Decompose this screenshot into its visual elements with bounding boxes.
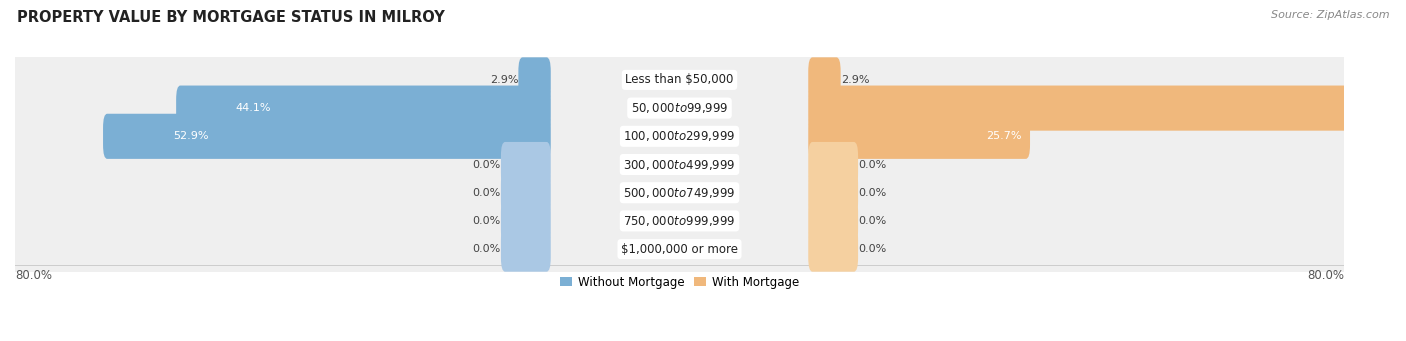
Text: $100,000 to $299,999: $100,000 to $299,999 [623,129,735,143]
Legend: Without Mortgage, With Mortgage: Without Mortgage, With Mortgage [555,271,804,293]
FancyBboxPatch shape [3,198,1355,244]
Text: 25.7%: 25.7% [986,131,1022,141]
FancyBboxPatch shape [501,170,551,215]
Text: $50,000 to $99,999: $50,000 to $99,999 [631,101,728,115]
Text: Less than $50,000: Less than $50,000 [626,73,734,86]
Text: PROPERTY VALUE BY MORTGAGE STATUS IN MILROY: PROPERTY VALUE BY MORTGAGE STATUS IN MIL… [17,10,444,25]
Text: 0.0%: 0.0% [472,216,501,226]
FancyBboxPatch shape [103,114,551,159]
FancyBboxPatch shape [808,86,1406,131]
Text: 52.9%: 52.9% [173,131,208,141]
Text: $1,000,000 or more: $1,000,000 or more [621,243,738,256]
FancyBboxPatch shape [808,226,858,272]
Text: 0.0%: 0.0% [858,160,886,169]
Text: $750,000 to $999,999: $750,000 to $999,999 [623,214,735,228]
Text: 2.9%: 2.9% [841,75,869,85]
FancyBboxPatch shape [176,86,551,131]
Text: Source: ZipAtlas.com: Source: ZipAtlas.com [1271,10,1389,20]
Text: 0.0%: 0.0% [472,244,501,254]
FancyBboxPatch shape [3,226,1355,272]
FancyBboxPatch shape [808,198,858,243]
FancyBboxPatch shape [808,170,858,215]
FancyBboxPatch shape [808,142,858,187]
Text: 44.1%: 44.1% [235,103,271,113]
Text: 0.0%: 0.0% [858,188,886,198]
Text: $500,000 to $749,999: $500,000 to $749,999 [623,186,735,200]
FancyBboxPatch shape [3,170,1355,216]
Text: 71.4%: 71.4% [1365,103,1402,113]
FancyBboxPatch shape [808,57,841,102]
FancyBboxPatch shape [3,57,1355,103]
FancyBboxPatch shape [501,142,551,187]
FancyBboxPatch shape [3,114,1355,159]
FancyBboxPatch shape [808,114,1031,159]
Text: 0.0%: 0.0% [858,244,886,254]
Text: 2.9%: 2.9% [489,75,519,85]
Text: 0.0%: 0.0% [472,188,501,198]
Text: 0.0%: 0.0% [858,216,886,226]
FancyBboxPatch shape [501,226,551,272]
FancyBboxPatch shape [519,57,551,102]
Text: 0.0%: 0.0% [472,160,501,169]
Text: 80.0%: 80.0% [15,269,52,282]
FancyBboxPatch shape [3,142,1355,187]
FancyBboxPatch shape [3,85,1355,131]
FancyBboxPatch shape [501,198,551,243]
Text: 80.0%: 80.0% [1308,269,1344,282]
Text: $300,000 to $499,999: $300,000 to $499,999 [623,158,735,172]
